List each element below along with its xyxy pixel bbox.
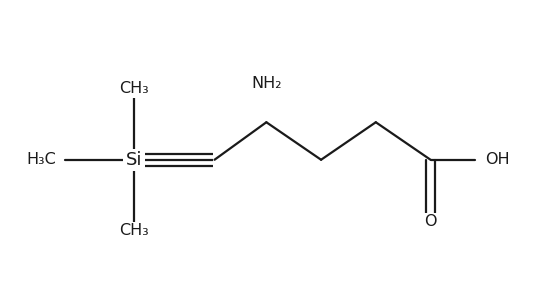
Text: CH₃: CH₃: [119, 81, 148, 96]
Text: OH: OH: [485, 152, 510, 167]
Text: CH₃: CH₃: [119, 223, 148, 238]
Text: O: O: [424, 213, 437, 228]
Text: H₃C: H₃C: [27, 152, 57, 167]
Text: Si: Si: [125, 151, 142, 169]
Text: NH₂: NH₂: [251, 76, 282, 91]
